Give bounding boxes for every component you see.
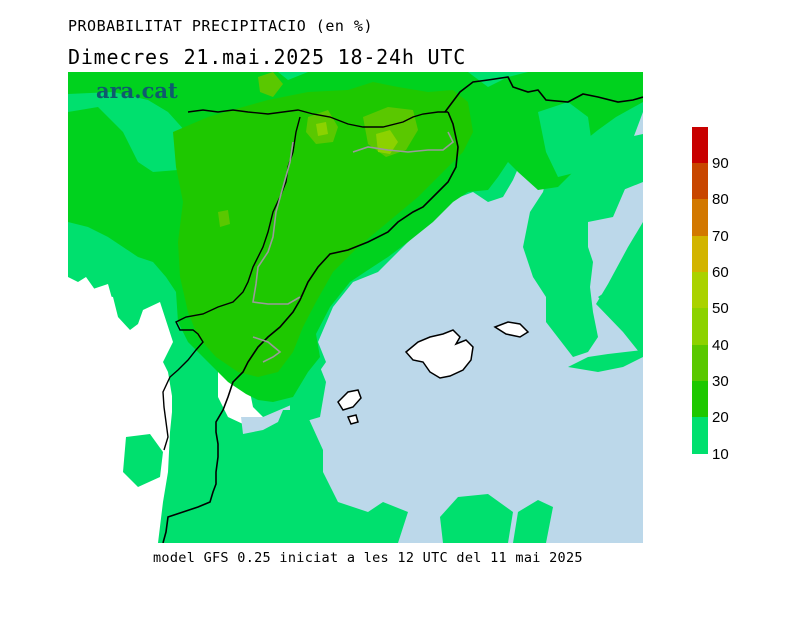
- map-title: PROBABILITAT PRECIPITACIO (en %): [68, 17, 373, 35]
- sea-green-patch-menorca: [568, 350, 643, 372]
- legend-label-50: 50: [712, 300, 729, 317]
- legend-swatch-100: [692, 127, 708, 163]
- precip-40-area-c: [258, 72, 283, 97]
- sea-green-patch-center: [293, 440, 323, 467]
- brand-logo: ara.cat: [96, 78, 178, 103]
- legend-colorbar: 90 80 70 60 50 40 30 20 10: [692, 127, 729, 462]
- legend-swatch-90: [692, 163, 708, 199]
- island-formentera: [346, 414, 359, 425]
- province-borders: [252, 131, 455, 363]
- legend-label-20: 20: [712, 409, 729, 426]
- sea-green-band-east: [596, 222, 643, 357]
- model-info-footer: model GFS 0.25 iniciat a les 12 UTC del …: [153, 550, 583, 566]
- legend-label-10: 10: [712, 446, 729, 463]
- legend-label-70: 70: [712, 228, 729, 245]
- legend-swatch-40: [692, 345, 708, 381]
- map-canvas: [68, 72, 643, 543]
- precip-30-band: [173, 82, 473, 377]
- mediterranean-sea: [241, 112, 643, 543]
- legend-swatch-20: [692, 417, 708, 454]
- legend-label-60: 60: [712, 264, 729, 281]
- country-border: [187, 109, 448, 128]
- legend-swatch-50: [692, 308, 708, 345]
- legend-swatch-70: [692, 236, 708, 272]
- island-menorca: [493, 321, 530, 338]
- map-subtitle: Dimecres 21.mai.2025 18-24h UTC: [68, 45, 467, 69]
- legend-swatch-60: [692, 272, 708, 308]
- legend-swatch-30: [692, 381, 708, 417]
- sea-green-patch-south1: [448, 504, 488, 543]
- precip-10-patch-ne: [538, 102, 593, 177]
- sea-green-patch-south2: [513, 500, 553, 543]
- legend-label-90: 90: [712, 155, 729, 172]
- legend-label-30: 30: [712, 373, 729, 390]
- island-mallorca: [404, 329, 474, 379]
- precip-50-core: [376, 130, 398, 154]
- precip-10-patch-nw: [68, 92, 188, 172]
- precip-50-core-b: [316, 122, 328, 136]
- precip-40-area-d: [218, 210, 230, 227]
- legend-swatch-80: [692, 199, 708, 236]
- legend-label-80: 80: [712, 191, 729, 208]
- no-precip-area-south: [68, 432, 106, 497]
- no-precip-patch-a: [90, 284, 113, 307]
- coastline: [162, 76, 643, 543]
- green-patch-sw1: [123, 434, 163, 487]
- precip-10-patch-east: [598, 134, 643, 190]
- precipitation-map: [68, 72, 643, 543]
- green-patch-sw2: [172, 362, 203, 467]
- legend-label-40: 40: [712, 337, 729, 354]
- island-ibiza: [337, 389, 362, 411]
